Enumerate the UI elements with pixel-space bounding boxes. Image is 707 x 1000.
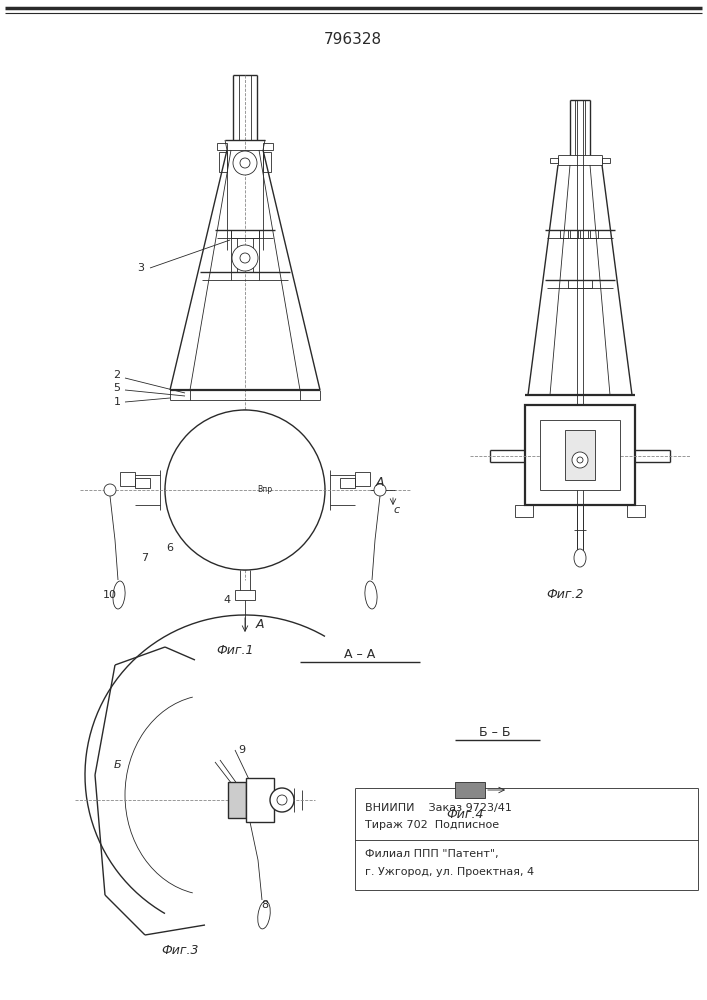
Text: A – A: A – A bbox=[344, 648, 375, 662]
Text: 8: 8 bbox=[262, 900, 269, 910]
Bar bbox=[340, 478, 355, 488]
Bar bbox=[263, 143, 273, 150]
Bar bbox=[120, 472, 135, 486]
Bar bbox=[525, 405, 635, 505]
Circle shape bbox=[270, 788, 294, 812]
Text: ВНИИПИ    Заказ 9723/41: ВНИИПИ Заказ 9723/41 bbox=[365, 803, 512, 813]
Bar bbox=[135, 478, 150, 488]
Bar bbox=[540, 420, 620, 490]
Text: A: A bbox=[375, 476, 384, 488]
Text: 9: 9 bbox=[238, 745, 245, 755]
Text: г. Ужгород, ул. Проектная, 4: г. Ужгород, ул. Проектная, 4 bbox=[365, 867, 534, 877]
Bar bbox=[355, 472, 370, 486]
Ellipse shape bbox=[574, 549, 586, 567]
Bar bbox=[590, 230, 598, 238]
Text: Фиг.3: Фиг.3 bbox=[161, 944, 199, 956]
Text: 1: 1 bbox=[114, 397, 120, 407]
Text: 4: 4 bbox=[223, 595, 230, 605]
Circle shape bbox=[233, 151, 257, 175]
Bar bbox=[602, 158, 610, 163]
Circle shape bbox=[240, 158, 250, 168]
Text: Фиг.1: Фиг.1 bbox=[216, 644, 254, 656]
Text: c: c bbox=[394, 505, 400, 515]
Bar bbox=[560, 230, 568, 238]
Text: 7: 7 bbox=[141, 553, 148, 563]
Ellipse shape bbox=[365, 581, 377, 609]
Bar bbox=[263, 152, 271, 172]
Bar bbox=[580, 230, 588, 238]
Bar bbox=[217, 143, 227, 150]
Circle shape bbox=[104, 484, 116, 496]
Bar bbox=[627, 505, 645, 517]
Bar bbox=[228, 782, 246, 818]
Text: Б: Б bbox=[113, 760, 121, 770]
Circle shape bbox=[240, 253, 250, 263]
Bar bbox=[235, 590, 255, 600]
Text: Б – Б: Б – Б bbox=[479, 726, 510, 738]
Ellipse shape bbox=[113, 581, 125, 609]
Bar bbox=[455, 782, 485, 798]
Text: Филиал ППП "Патент",: Филиал ППП "Патент", bbox=[365, 849, 498, 859]
Text: A: A bbox=[256, 618, 264, 632]
Bar bbox=[570, 230, 578, 238]
Text: Фиг.2: Фиг.2 bbox=[547, 588, 584, 601]
Circle shape bbox=[277, 795, 287, 805]
Bar bbox=[515, 505, 533, 517]
Text: 5: 5 bbox=[114, 383, 120, 393]
Text: 2: 2 bbox=[113, 370, 121, 380]
Text: Впр: Впр bbox=[257, 486, 273, 494]
Bar bbox=[246, 778, 274, 822]
Text: 6: 6 bbox=[167, 543, 173, 553]
Bar bbox=[550, 158, 558, 163]
Circle shape bbox=[165, 410, 325, 570]
Circle shape bbox=[232, 245, 258, 271]
Bar bbox=[219, 152, 227, 172]
Bar bbox=[568, 280, 592, 288]
Circle shape bbox=[374, 484, 386, 496]
Text: 3: 3 bbox=[137, 263, 144, 273]
Bar bbox=[565, 430, 595, 480]
Ellipse shape bbox=[258, 901, 270, 929]
Text: Фиг.4: Фиг.4 bbox=[446, 808, 484, 822]
Circle shape bbox=[572, 452, 588, 468]
Text: 10: 10 bbox=[103, 590, 117, 600]
Text: Тираж 702  Подписное: Тираж 702 Подписное bbox=[365, 820, 499, 830]
Text: 796328: 796328 bbox=[324, 32, 382, 47]
Bar bbox=[231, 230, 259, 238]
Circle shape bbox=[577, 457, 583, 463]
